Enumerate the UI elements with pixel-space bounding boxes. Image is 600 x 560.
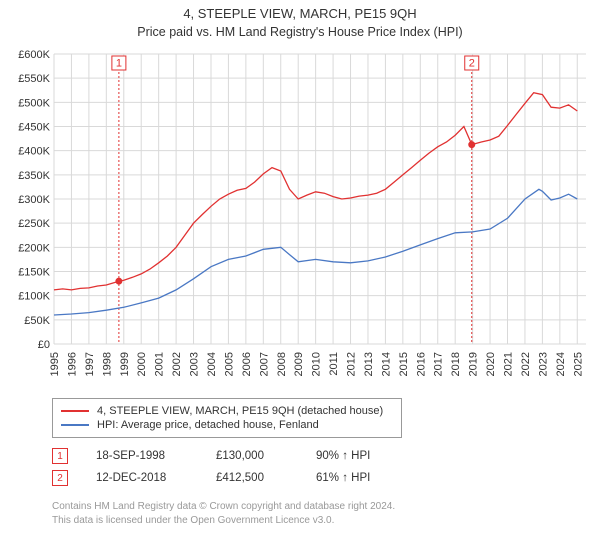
title-main: 4, STEEPLE VIEW, MARCH, PE15 9QH	[0, 6, 600, 21]
chart-svg: £0 £50K £100K £150K £200K £250K £300K £350K £400…	[8, 48, 592, 392]
svg-text:2011: 2011	[328, 352, 340, 376]
svg-text:1998: 1998	[101, 352, 113, 376]
transaction-date: 12-DEC-2018	[96, 472, 216, 484]
legend-row: HPI: Average price, detached house, Fenl…	[61, 419, 393, 431]
svg-text:2023: 2023	[537, 352, 549, 376]
svg-text:£50K: £50K	[24, 315, 50, 327]
svg-text:1: 1	[116, 58, 122, 70]
transaction-row: 2 12-DEC-2018£412,50061% ↑ HPI	[52, 470, 416, 486]
svg-text:2013: 2013	[363, 352, 375, 376]
svg-text:2001: 2001	[154, 352, 166, 376]
svg-text:£550K: £550K	[18, 73, 50, 85]
footer: Contains HM Land Registry data © Crown c…	[52, 500, 552, 527]
svg-text:2002: 2002	[171, 352, 183, 376]
transaction-badge: 1	[52, 448, 68, 464]
svg-text:2006: 2006	[241, 352, 253, 376]
legend-swatch	[61, 410, 89, 412]
svg-text:2010: 2010	[311, 352, 323, 376]
legend-row: 4, STEEPLE VIEW, MARCH, PE15 9QH (detach…	[61, 405, 393, 417]
svg-text:2020: 2020	[485, 352, 497, 376]
svg-text:£400K: £400K	[18, 146, 50, 158]
transaction-date: 18-SEP-1998	[96, 450, 216, 462]
legend-swatch	[61, 424, 89, 426]
svg-text:2021: 2021	[503, 352, 515, 376]
svg-text:2009: 2009	[293, 352, 305, 376]
transaction-rows: 1 18-SEP-1998£130,00090% ↑ HPI 2 12-DEC-201…	[52, 442, 416, 492]
transaction-hpi: 61% ↑ HPI	[316, 472, 416, 484]
svg-text:£100K: £100K	[18, 291, 50, 303]
svg-text:2015: 2015	[398, 352, 410, 376]
svg-text:2004: 2004	[206, 352, 218, 376]
svg-text:2019: 2019	[468, 352, 480, 376]
svg-text:£300K: £300K	[18, 194, 50, 206]
svg-text:£600K: £600K	[18, 49, 50, 61]
svg-text:1995: 1995	[49, 352, 61, 376]
chart: £0 £50K £100K £150K £200K £250K £300K £350K £400…	[8, 48, 592, 392]
title-sub: Price paid vs. HM Land Registry's House …	[0, 25, 600, 39]
svg-text:2000: 2000	[136, 352, 148, 376]
svg-text:2008: 2008	[276, 352, 288, 376]
footer-line1: Contains HM Land Registry data © Crown c…	[52, 500, 552, 514]
svg-text:2003: 2003	[189, 352, 201, 376]
svg-text:£350K: £350K	[18, 170, 50, 182]
svg-text:2018: 2018	[450, 352, 462, 376]
svg-text:£200K: £200K	[18, 242, 50, 254]
footer-line2: This data is licensed under the Open Gov…	[52, 514, 552, 528]
svg-text:£500K: £500K	[18, 97, 50, 109]
transaction-row: 1 18-SEP-1998£130,00090% ↑ HPI	[52, 448, 416, 464]
svg-text:2014: 2014	[380, 352, 392, 376]
transaction-price: £412,500	[216, 472, 316, 484]
svg-text:2017: 2017	[433, 352, 445, 376]
svg-text:£450K: £450K	[18, 122, 50, 134]
legend-label: HPI: Average price, detached house, Fenl…	[97, 419, 319, 431]
svg-text:£0: £0	[38, 339, 50, 351]
svg-text:1997: 1997	[84, 352, 96, 376]
svg-text:1996: 1996	[66, 352, 78, 376]
legend: 4, STEEPLE VIEW, MARCH, PE15 9QH (detach…	[52, 398, 402, 438]
transaction-price: £130,000	[216, 450, 316, 462]
svg-text:2025: 2025	[572, 352, 584, 376]
legend-label: 4, STEEPLE VIEW, MARCH, PE15 9QH (detach…	[97, 405, 383, 417]
titles: 4, STEEPLE VIEW, MARCH, PE15 9QH Price p…	[0, 0, 600, 39]
svg-text:£150K: £150K	[18, 267, 50, 279]
svg-text:2007: 2007	[258, 352, 270, 376]
svg-text:2016: 2016	[415, 352, 427, 376]
svg-text:2012: 2012	[346, 352, 358, 376]
svg-text:£250K: £250K	[18, 218, 50, 230]
svg-text:2024: 2024	[555, 352, 567, 376]
transaction-hpi: 90% ↑ HPI	[316, 450, 416, 462]
svg-text:2005: 2005	[223, 352, 235, 376]
svg-text:2022: 2022	[520, 352, 532, 376]
transaction-badge: 2	[52, 470, 68, 486]
svg-text:2: 2	[469, 58, 475, 70]
svg-text:1999: 1999	[119, 352, 131, 376]
